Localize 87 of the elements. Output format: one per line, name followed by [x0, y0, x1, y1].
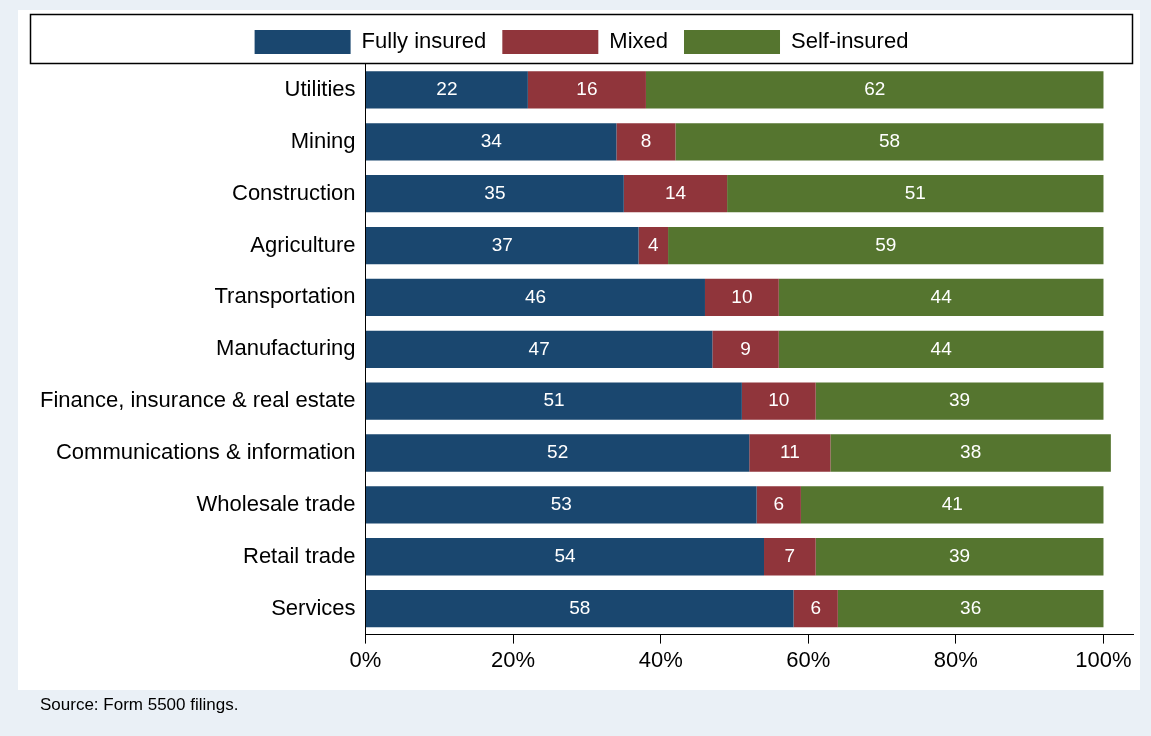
data-label: 38 [960, 441, 982, 463]
bar [366, 434, 750, 472]
y-tick-label: Communications & information [55, 439, 356, 465]
data-label: 22 [436, 78, 458, 100]
x-tick-label: 100% [1075, 646, 1132, 672]
y-tick-label: Construction [231, 179, 356, 205]
y-tick-label: Utilities [284, 76, 356, 101]
legend-label: Self-insured [791, 28, 909, 54]
data-label: 53 [550, 493, 572, 515]
bar [366, 589, 794, 628]
data-label: 58 [878, 130, 901, 152]
bar [793, 589, 838, 628]
bar [527, 71, 646, 109]
data-label: 7 [784, 545, 796, 567]
bar [800, 486, 1104, 524]
y-tick-label: Retail trade [242, 542, 356, 568]
data-label: 47 [528, 337, 550, 359]
data-label: 10 [768, 389, 790, 411]
legend-label: Mixed [609, 28, 669, 54]
x-tick-label: 20% [491, 646, 536, 672]
bar [815, 382, 1104, 420]
data-label: 44 [930, 285, 953, 307]
bar [756, 486, 801, 524]
bar [815, 538, 1104, 576]
bar [727, 175, 1104, 213]
data-label: 36 [960, 596, 982, 618]
bar [645, 71, 1104, 109]
data-label: 51 [904, 181, 926, 203]
bar [837, 589, 1104, 628]
y-tick-label: Transportation [214, 283, 356, 309]
legend-label: Fully insured [361, 28, 487, 54]
bar [616, 123, 676, 161]
bar [366, 278, 705, 317]
bar [764, 538, 816, 576]
data-label: 14 [664, 181, 687, 203]
data-label: 39 [949, 389, 971, 411]
data-label: 16 [576, 78, 598, 100]
data-label: 11 [779, 441, 800, 463]
y-tick-label: Mining [290, 127, 356, 153]
y-tick-label: Services [271, 594, 356, 620]
bar [712, 330, 779, 368]
data-label: 10 [731, 285, 753, 307]
bar [778, 330, 1104, 368]
bar [366, 486, 757, 524]
data-label: 34 [480, 130, 503, 152]
data-label: 59 [875, 233, 897, 255]
bar [741, 382, 816, 420]
bar [704, 278, 779, 317]
bar [366, 538, 765, 576]
bar [778, 278, 1104, 317]
bar [749, 434, 831, 472]
bar [366, 123, 617, 161]
data-label: 46 [524, 285, 547, 307]
bar [366, 226, 639, 265]
x-tick-label: 40% [638, 646, 683, 672]
data-label: 37 [491, 233, 513, 255]
bar [638, 226, 669, 265]
data-label: 9 [740, 337, 751, 359]
data-label: 62 [864, 78, 886, 100]
source-note: Source: Form 5500 filings. [40, 694, 239, 714]
x-tick-label: 60% [786, 646, 831, 672]
data-label: 8 [640, 130, 652, 152]
y-tick-label: Finance, insurance & real estate [39, 387, 356, 413]
bar [366, 71, 528, 109]
y-tick-label: Manufacturing [216, 335, 356, 361]
data-label: 54 [554, 545, 577, 567]
data-label: 44 [930, 337, 953, 359]
bar [366, 175, 624, 213]
x-tick-label: 80% [933, 646, 978, 672]
bar [366, 330, 713, 368]
y-tick-label: Wholesale trade [196, 490, 356, 516]
bar [675, 123, 1104, 161]
data-label: 41 [941, 493, 963, 515]
bar [366, 382, 742, 420]
data-label: 35 [484, 181, 506, 203]
bar [623, 175, 728, 213]
bar [668, 226, 1104, 265]
data-label: 58 [569, 596, 591, 618]
data-label: 6 [810, 596, 821, 618]
data-label: 4 [648, 233, 660, 255]
data-label: 52 [547, 441, 569, 463]
bar [830, 434, 1111, 472]
x-tick-label: 0% [349, 646, 382, 672]
data-label: 51 [543, 389, 565, 411]
y-tick-label: Agriculture [250, 231, 356, 257]
data-label: 6 [773, 493, 785, 515]
data-label: 39 [949, 545, 971, 567]
